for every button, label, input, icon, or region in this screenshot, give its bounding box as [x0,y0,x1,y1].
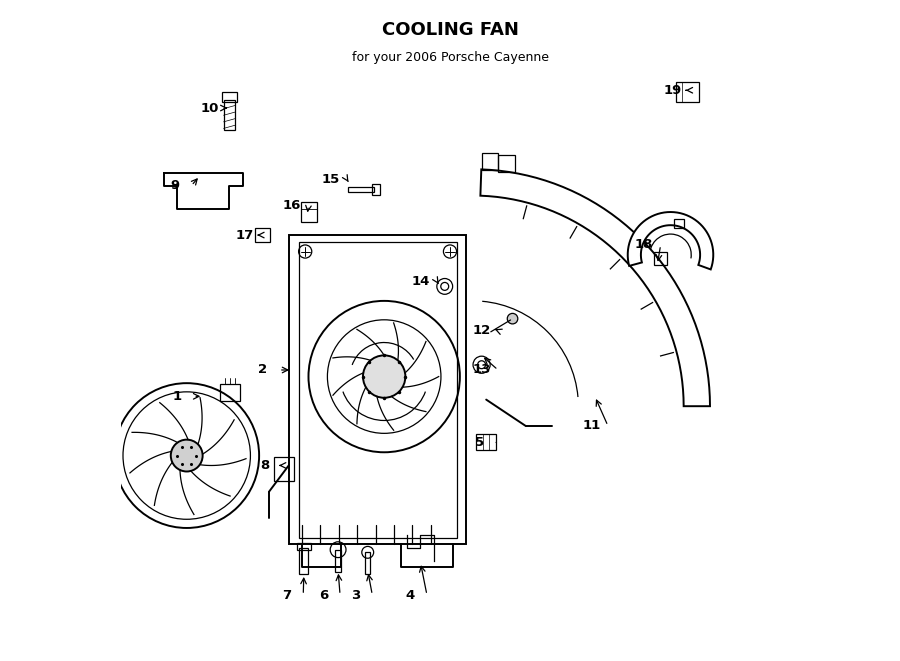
Bar [674,219,684,229]
Text: 3: 3 [351,588,361,602]
Polygon shape [481,169,710,407]
Bar [677,83,699,102]
Text: 9: 9 [170,179,179,192]
Text: 5: 5 [475,436,484,449]
Bar [335,550,341,572]
Circle shape [171,440,202,471]
Bar [299,242,456,538]
Bar [498,155,515,172]
Bar [300,548,309,574]
Text: 10: 10 [201,102,219,114]
Polygon shape [627,212,714,270]
Text: for your 2006 Porsche Cayenne: for your 2006 Porsche Cayenne [352,51,548,63]
Text: 8: 8 [260,459,269,472]
Bar [221,93,238,102]
Bar [348,187,374,192]
Text: 19: 19 [663,84,681,97]
Bar [482,153,498,170]
Text: 1: 1 [172,390,182,403]
Bar [654,252,667,264]
Bar [301,202,317,222]
Text: COOLING FAN: COOLING FAN [382,21,518,39]
Text: 12: 12 [472,324,490,337]
Text: 15: 15 [321,173,339,186]
Circle shape [508,313,518,324]
Circle shape [363,356,405,398]
Bar [220,384,240,401]
Text: 16: 16 [283,199,302,212]
Text: 2: 2 [257,364,267,377]
Bar [372,184,380,195]
Bar [297,543,311,550]
Bar [274,457,294,481]
Text: 18: 18 [635,239,653,251]
Text: 7: 7 [283,588,292,602]
Bar [476,434,496,450]
Text: 14: 14 [411,274,429,288]
Bar [255,229,270,242]
Bar [224,100,235,130]
Text: 6: 6 [319,588,328,602]
Bar [289,235,466,545]
Bar [365,553,371,574]
Text: 4: 4 [406,588,415,602]
Text: 17: 17 [236,229,254,241]
Text: 13: 13 [472,364,490,377]
Text: 11: 11 [582,420,600,432]
